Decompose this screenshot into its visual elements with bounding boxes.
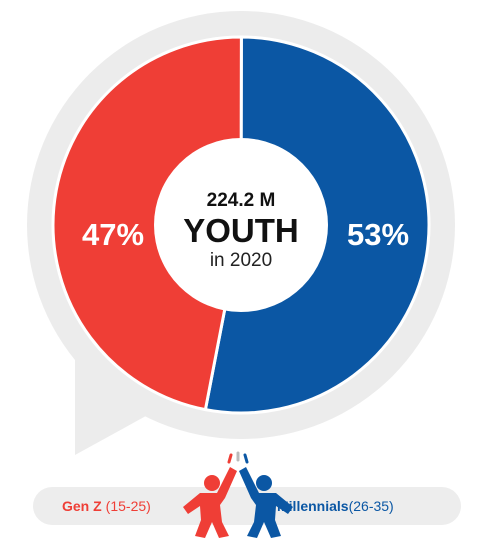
center-disc <box>154 138 328 312</box>
gen-z-percent-label: 47% <box>82 217 144 252</box>
center-label: YOUTH <box>183 212 299 249</box>
total-value: 224.2 M <box>207 190 276 211</box>
legend-bar <box>33 487 461 525</box>
legend-gen-z: Gen Z (15-25) <box>62 498 151 514</box>
slice-gen-z <box>51 35 243 412</box>
millennials-percent-label: 53% <box>347 217 409 252</box>
legend-millennials: Millennials(26-35) <box>277 498 394 514</box>
center-sublabel: in 2020 <box>210 250 272 271</box>
two-people-high-five-icon <box>183 451 293 538</box>
